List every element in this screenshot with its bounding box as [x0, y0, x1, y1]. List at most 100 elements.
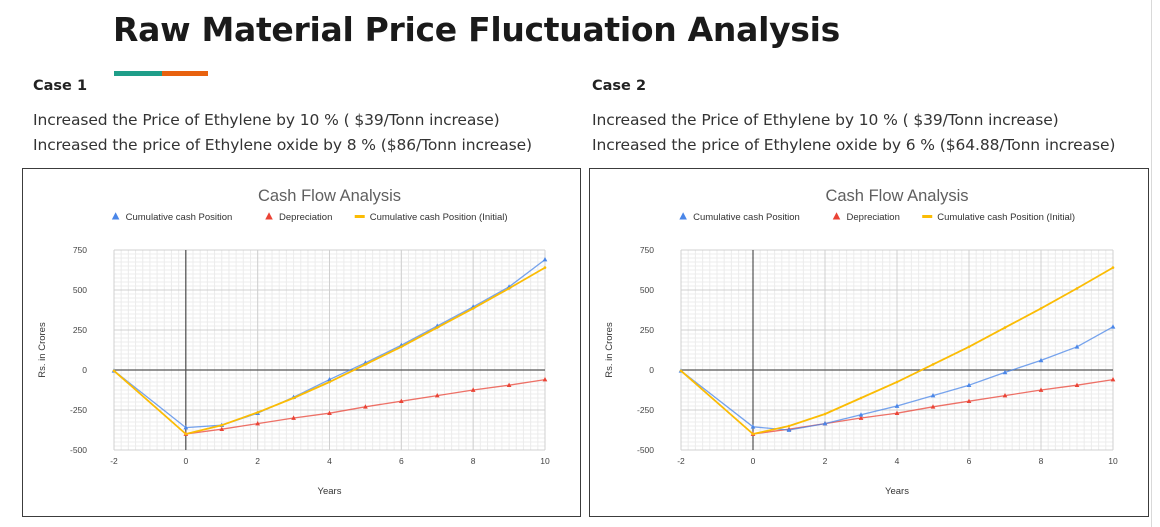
data-point: [1003, 326, 1007, 329]
data-point-triangle: [966, 382, 972, 388]
data-point: [931, 363, 935, 366]
data-point-triangle: [750, 424, 756, 429]
data-point-triangle: [1002, 393, 1008, 398]
y-tick-label: 750: [640, 245, 654, 255]
x-axis-label: Years: [885, 486, 909, 497]
data-point-triangle: [327, 377, 332, 382]
data-point-triangle: [1110, 324, 1116, 329]
data-point-triangle: [894, 403, 900, 408]
legend-item-3: Cumulative cash Position (Initial): [922, 212, 1075, 223]
data-point: [1039, 307, 1043, 310]
y-tick-label: 250: [73, 325, 87, 335]
data-point: [787, 424, 791, 428]
data-point-triangle: [255, 421, 261, 426]
x-tick-label: -2: [677, 456, 685, 466]
title-accent-teal: [114, 71, 162, 76]
data-point-triangle: [1038, 357, 1044, 363]
y-tick-label: -250: [637, 405, 654, 415]
data-point: [967, 345, 971, 349]
legend-item-1: Cumulative cash Position: [111, 212, 233, 223]
data-point-triangle: [219, 426, 225, 432]
data-point: [256, 411, 259, 414]
x-tick-label: 4: [895, 456, 900, 466]
data-point-triangle: [542, 257, 548, 262]
chart-title: Cash Flow Analysis: [825, 187, 968, 205]
data-point: [679, 369, 683, 373]
x-tick-label: 6: [399, 456, 404, 466]
x-tick-label: 0: [183, 456, 188, 466]
y-tick-label: -500: [637, 445, 654, 455]
data-point-triangle: [398, 398, 404, 404]
data-point-triangle: [1074, 382, 1080, 388]
data-point: [751, 432, 755, 436]
y-tick-label: 500: [640, 285, 654, 295]
data-point: [507, 287, 511, 290]
chart-case-1: Cash Flow Analysis Cumulative cash Positi…: [37, 187, 550, 497]
data-point: [1075, 287, 1079, 290]
data-point: [220, 423, 224, 427]
legend-marker-line-icon: [922, 215, 933, 218]
data-point-triangle: [1002, 369, 1008, 375]
data-point: [471, 307, 475, 310]
x-tick-label: 4: [327, 456, 332, 466]
data-point-triangle: [183, 425, 189, 430]
data-point-triangle: [434, 393, 440, 398]
chart-case-2-frame: Cash Flow Analysis Cumulative cash Positi…: [589, 168, 1149, 517]
y-tick-label: 750: [73, 245, 87, 255]
case-1-line-1: Increased the Price of Ethylene by 10 % …: [33, 111, 500, 129]
title-accent-orange: [162, 71, 208, 76]
x-tick-label: 10: [1108, 456, 1118, 466]
data-point-triangle: [930, 404, 936, 409]
legend-label: Cumulative cash Position: [693, 212, 800, 223]
series-line-3: [680, 266, 1114, 435]
y-tick-label: -500: [70, 445, 87, 455]
case-2-line-1: Increased the Price of Ethylene by 10 % …: [592, 111, 1059, 129]
data-point-triangle: [858, 412, 864, 417]
data-point-triangle: [858, 415, 864, 420]
legend-label: Cumulative cash Position: [126, 212, 233, 223]
series-line-3: [113, 266, 546, 435]
y-tick-label: 0: [649, 365, 654, 375]
data-point: [543, 266, 547, 269]
y-tick-label: 250: [640, 325, 654, 335]
data-point: [859, 396, 863, 400]
case-2-line-2: Increased the price of Ethylene oxide by…: [592, 136, 1116, 154]
data-point-triangle: [894, 410, 900, 416]
legend-marker-line-icon: [354, 215, 365, 218]
data-point: [823, 412, 827, 416]
legend-marker-triangle-icon: [111, 212, 120, 220]
data-point-triangle: [1038, 387, 1044, 392]
legend-item-1: Cumulative cash Position: [679, 212, 800, 223]
y-tick-label: 0: [82, 365, 87, 375]
data-point: [435, 326, 439, 329]
data-point: [895, 380, 899, 384]
data-point-triangle: [291, 415, 296, 420]
x-tick-label: 8: [471, 456, 476, 466]
legend-marker-triangle-icon: [832, 212, 841, 220]
data-point-triangle: [470, 387, 476, 392]
data-point-triangle: [966, 398, 972, 404]
data-point: [292, 396, 295, 400]
data-point: [328, 380, 331, 384]
case-1-line-2: Increased the price of Ethylene oxide by…: [33, 136, 532, 154]
x-tick-label: 2: [255, 456, 260, 466]
x-tick-label: 2: [823, 456, 828, 466]
y-tick-label: -250: [70, 405, 87, 415]
y-axis-label: Rs. in Crores: [604, 322, 615, 378]
x-tick-label: 10: [540, 456, 550, 466]
case-1-label: Case 1: [33, 78, 88, 94]
data-point-triangle: [327, 410, 332, 416]
series-line-1: [113, 259, 546, 429]
data-point: [112, 369, 116, 373]
data-point-triangle: [1074, 344, 1080, 349]
legend-label: Depreciation: [847, 212, 900, 223]
data-point-triangle: [506, 382, 512, 388]
page-title: Raw Material Price Fluctuation Analysis: [113, 10, 840, 49]
legend-label: Cumulative cash Position (Initial): [937, 212, 1075, 223]
data-point: [1111, 266, 1115, 269]
y-tick-label: 500: [73, 285, 87, 295]
data-point: [184, 432, 188, 436]
legend-item-2: Depreciation: [265, 212, 332, 223]
x-tick-label: 8: [1039, 456, 1044, 466]
